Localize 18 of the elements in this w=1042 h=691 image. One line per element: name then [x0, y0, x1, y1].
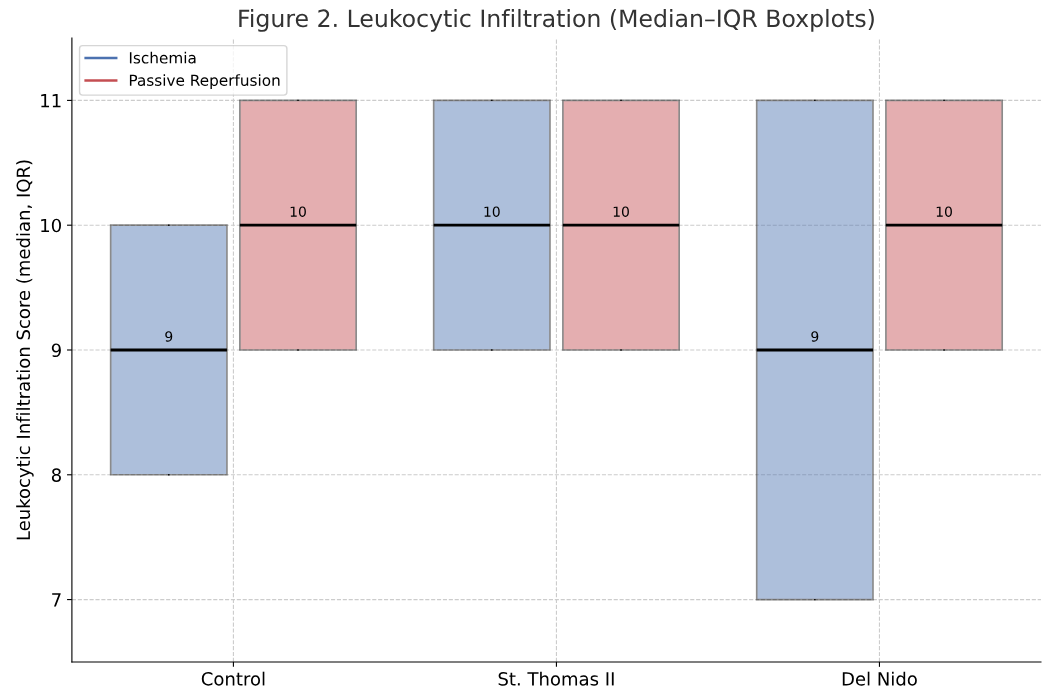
legend-label: Passive Reperfusion — [129, 74, 280, 89]
y-tick-label: 9 — [51, 343, 61, 358]
x-tick-label: Del Nido — [842, 671, 917, 686]
text: 10 — [936, 206, 952, 217]
y-axis-title: Leukocytic Infiltration Score (median, IQR) — [16, 160, 34, 540]
x-tick-label: Control — [201, 671, 265, 686]
text: 9 — [165, 331, 173, 342]
text: 10 — [290, 206, 306, 217]
y-tick-label: 10 — [41, 218, 61, 233]
text: 10 — [613, 206, 629, 217]
y-tick-label: 7 — [52, 593, 61, 607]
y-tick-label: 8 — [51, 468, 61, 482]
x-tick-label: St. Thomas II — [498, 671, 614, 686]
text: 10 — [484, 206, 500, 217]
legend-label: Ischemia — [129, 51, 196, 64]
y-tick-label: 11 — [41, 94, 61, 108]
text: 9 — [811, 331, 819, 342]
chart-title: Figure 2. Leukocytic Infiltration (Median–IQR Boxplots) — [239, 8, 874, 32]
